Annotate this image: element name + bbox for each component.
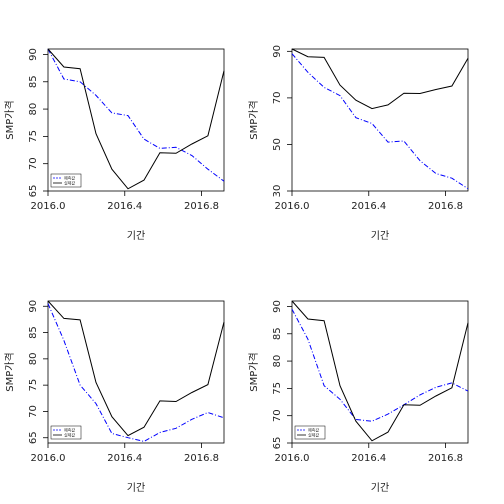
y-tick-label: 90 — [272, 45, 283, 58]
plot-frame — [291, 48, 469, 192]
x-tick-label: 2016.8 — [184, 201, 219, 212]
plot-frame — [47, 48, 225, 192]
plot-frame — [291, 300, 469, 444]
y-tick-label: 75 — [28, 130, 39, 143]
y-tick-label: 65 — [272, 437, 283, 450]
x-axis-label: 기간 — [371, 230, 389, 242]
y-tick-label: 70 — [28, 405, 39, 418]
y-tick-label: 70 — [272, 92, 283, 105]
legend-label: 예측값 — [64, 427, 75, 433]
y-tick-label: 80 — [28, 352, 39, 365]
y-tick-label: 75 — [28, 379, 39, 392]
legend-label: 실제값 — [308, 432, 319, 438]
legend-label: 예측값 — [64, 175, 75, 181]
y-axis-label: SMP가격 — [247, 100, 260, 139]
x-tick-label: 2016.0 — [275, 453, 310, 464]
series-line-actual — [291, 48, 469, 110]
series-line-predicted — [291, 308, 469, 422]
y-tick-label: 90 — [28, 300, 39, 313]
y-tick-label: 70 — [28, 157, 39, 170]
y-tick-label: 85 — [272, 327, 283, 340]
x-tick-label: 2016.4 — [351, 201, 386, 212]
legend-box — [50, 425, 82, 440]
chart-panel-2: 2016.0 2016.4 2016.8 30 50 70 90 기간 SMP가격 — [247, 45, 469, 242]
x-tick-label: 2016.4 — [107, 453, 142, 464]
y-tick-label: 50 — [272, 138, 283, 151]
y-tick-label: 30 — [272, 185, 283, 198]
x-axis-label: 기간 — [371, 482, 389, 494]
legend-box — [294, 425, 326, 440]
y-tick-label: 65 — [28, 185, 39, 198]
y-tick-label: 75 — [272, 382, 283, 395]
legend-label: 예측값 — [308, 427, 319, 433]
x-tick-label: 2016.4 — [351, 453, 386, 464]
y-tick-label: 70 — [272, 409, 283, 422]
legend-label: 실제값 — [64, 180, 75, 186]
y-axis-label: SMP가격 — [247, 352, 260, 391]
x-tick-label: 2016.4 — [107, 201, 142, 212]
x-axis-label: 기간 — [127, 482, 145, 494]
series-line-predicted — [47, 48, 225, 182]
chart-panel-4: 2016.0 2016.4 2016.8 65 70 75 80 85 90 기간 SMP가격예측값… — [247, 300, 469, 494]
x-tick-label: 2016.0 — [31, 453, 66, 464]
legend-box — [50, 173, 82, 188]
plot-frame — [47, 300, 225, 444]
y-tick-label: 85 — [28, 75, 39, 88]
x-tick-label: 2016.8 — [184, 453, 219, 464]
x-tick-label: 2016.0 — [275, 201, 310, 212]
y-tick-label: 80 — [272, 355, 283, 368]
series-line-predicted — [291, 53, 469, 190]
series-line-actual — [47, 48, 225, 190]
y-tick-label: 85 — [28, 326, 39, 339]
series-line-actual — [291, 300, 469, 442]
x-tick-label: 2016.8 — [428, 453, 463, 464]
x-tick-label: 2016.8 — [428, 201, 463, 212]
chart-panel-3: 2016.0 2016.4 2016.8 65 70 75 80 85 90 기간 SMP가격예측값… — [3, 300, 225, 494]
y-tick-label: 90 — [272, 300, 283, 313]
y-axis-label: SMP가격 — [3, 100, 16, 139]
y-tick-label: 90 — [28, 48, 39, 61]
y-axis-label: SMP가격 — [3, 352, 16, 391]
legend-label: 실제값 — [64, 432, 75, 438]
series-line-predicted — [47, 303, 225, 442]
x-axis-label: 기간 — [127, 230, 145, 242]
x-tick-label: 2016.0 — [31, 201, 66, 212]
series-line-actual — [47, 300, 225, 437]
y-tick-label: 80 — [28, 103, 39, 116]
chart-panel-1: 2016.0 2016.4 2016.8 65 70 75 80 85 90 기간 SMP가격예측값… — [3, 48, 225, 242]
y-tick-label: 65 — [28, 431, 39, 444]
